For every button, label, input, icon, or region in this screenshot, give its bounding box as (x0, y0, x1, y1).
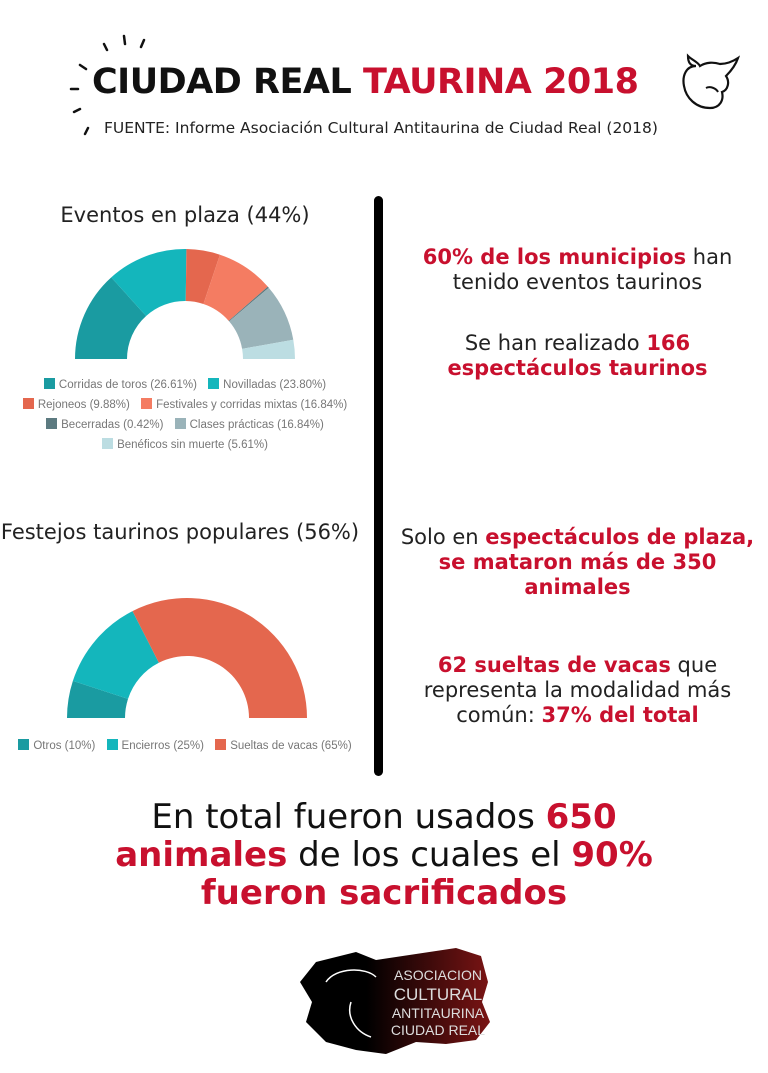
chart-1-legend: Corridas de toros (26.61%) Novilladas (2… (0, 378, 370, 458)
legend-label: Festivales y corridas mixtas (16.84%) (156, 399, 348, 411)
chart-2-title: Festejos taurinos populares (56%) (0, 520, 360, 544)
slice-clases-pr-cticas[interactable] (229, 287, 294, 349)
summary-text: En total fueron usados (151, 797, 546, 837)
summary-statement: En total fueron usados 650 animales de l… (60, 798, 708, 912)
chart-1-half-donut (75, 249, 295, 359)
fact-highlight: 37% del total (541, 703, 699, 727)
legend-swatch (141, 398, 153, 409)
legend-label: Encierros (25%) (121, 740, 204, 752)
legend-item[interactable]: Corridas de toros (26.61%) (43, 378, 197, 391)
chart-2-half-donut (67, 598, 307, 718)
title-red: TAURINA 2018 (362, 62, 639, 102)
fact-highlight: 166 espectáculos taurinos (447, 331, 708, 380)
fact-sueltas: 62 sueltas de vacas que representa la mo… (400, 653, 755, 728)
page-title: CIUDAD REAL TAURINA 2018 (92, 62, 639, 102)
legend-swatch (46, 418, 58, 429)
summary-highlight: 650 animales (115, 797, 617, 875)
fact-highlight: 62 sueltas de vacas (437, 653, 671, 677)
summary-highlight: 90% fueron sacrificados (200, 835, 653, 913)
slice-festivales-y-corridas-mixtas[interactable] (203, 254, 268, 321)
chart-1-title: Eventos en plaza (44%) (60, 203, 310, 227)
legend-swatch (106, 739, 118, 750)
legend-item[interactable]: Festivales y corridas mixtas (16.84%) (141, 398, 347, 411)
legend-label: Corridas de toros (26.61%) (58, 379, 197, 391)
fact-highlight: 60% de los municipios (422, 245, 687, 269)
svg-text:CULTURAL: CULTURAL (394, 985, 482, 1004)
legend-swatch (215, 739, 227, 750)
slice-rejoneos[interactable] (185, 249, 220, 305)
legend-swatch (102, 438, 114, 449)
chart-2-legend: Otros (10%) Encierros (25%) Sueltas de v… (0, 739, 370, 759)
svg-text:ASOCIACION: ASOCIACION (394, 967, 482, 983)
fact-text: han tenido eventos taurinos (452, 245, 733, 294)
legend-item[interactable]: Benéficos sin muerte (5.61%) (102, 438, 268, 451)
legend-label: Novilladas (23.80%) (223, 379, 327, 391)
legend-item[interactable]: Becerradas (0.42%) (46, 418, 163, 431)
legend-item[interactable]: Sueltas de vacas (65%) (215, 739, 352, 752)
legend-swatch (22, 398, 34, 409)
source-caption: FUENTE: Informe Asociación Cultural Anti… (104, 119, 658, 137)
slice-sueltas-de-vacas[interactable] (132, 598, 307, 718)
legend-item[interactable]: Clases prácticas (16.84%) (174, 418, 324, 431)
legend-swatch (174, 418, 186, 429)
fact-animales-plaza: Solo en espectáculos de plaza, se mataro… (400, 525, 755, 600)
legend-item[interactable]: Novilladas (23.80%) (208, 378, 326, 391)
fact-highlight: espectáculos de plaza, se mataron más de… (438, 525, 755, 599)
fact-text: Se han realizado (464, 331, 647, 355)
svg-text:CIUDAD REAL: CIUDAD REAL (391, 1022, 485, 1038)
svg-text:ANTITAURINA: ANTITAURINA (392, 1005, 485, 1021)
sunburst-decoration-icon (69, 34, 146, 136)
legend-swatch (43, 378, 55, 389)
fact-text: que representa la modalidad más común: (423, 653, 732, 727)
vertical-divider (374, 196, 383, 776)
slice-otros[interactable] (67, 680, 129, 718)
legend-label: Clases prácticas (16.84%) (189, 419, 324, 431)
slice-becerradas[interactable] (228, 286, 269, 322)
legend-item[interactable]: Rejoneos (9.88%) (22, 398, 130, 411)
slice-encierros[interactable] (72, 611, 159, 699)
fact-municipios: 60% de los municipios han tenido eventos… (400, 245, 755, 295)
title-black: CIUDAD REAL (92, 62, 352, 102)
slice-corridas-de-toros[interactable] (75, 277, 147, 359)
fact-espectaculos: Se han realizado 166 espectáculos taurin… (400, 331, 755, 381)
bull-head-icon (682, 53, 740, 110)
legend-item[interactable]: Otros (10%) (18, 739, 95, 752)
summary-text: de los cuales el (287, 835, 572, 875)
legend-label: Otros (10%) (33, 740, 96, 752)
legend-swatch (18, 739, 30, 750)
legend-label: Rejoneos (9.88%) (37, 399, 130, 411)
slice-ben-ficos-sin-muerte[interactable] (242, 339, 295, 359)
legend-label: Sueltas de vacas (65%) (230, 740, 352, 752)
legend-label: Becerradas (0.42%) (61, 419, 164, 431)
legend-swatch (208, 378, 220, 389)
legend-label: Benéficos sin muerte (5.61%) (117, 439, 268, 451)
association-logo: ASOCIACION CULTURAL ANTITAURINA CIUDAD R… (300, 948, 490, 1054)
slice-novilladas[interactable] (111, 249, 187, 316)
fact-text: Solo en (400, 525, 486, 549)
legend-item[interactable]: Encierros (25%) (106, 739, 204, 752)
